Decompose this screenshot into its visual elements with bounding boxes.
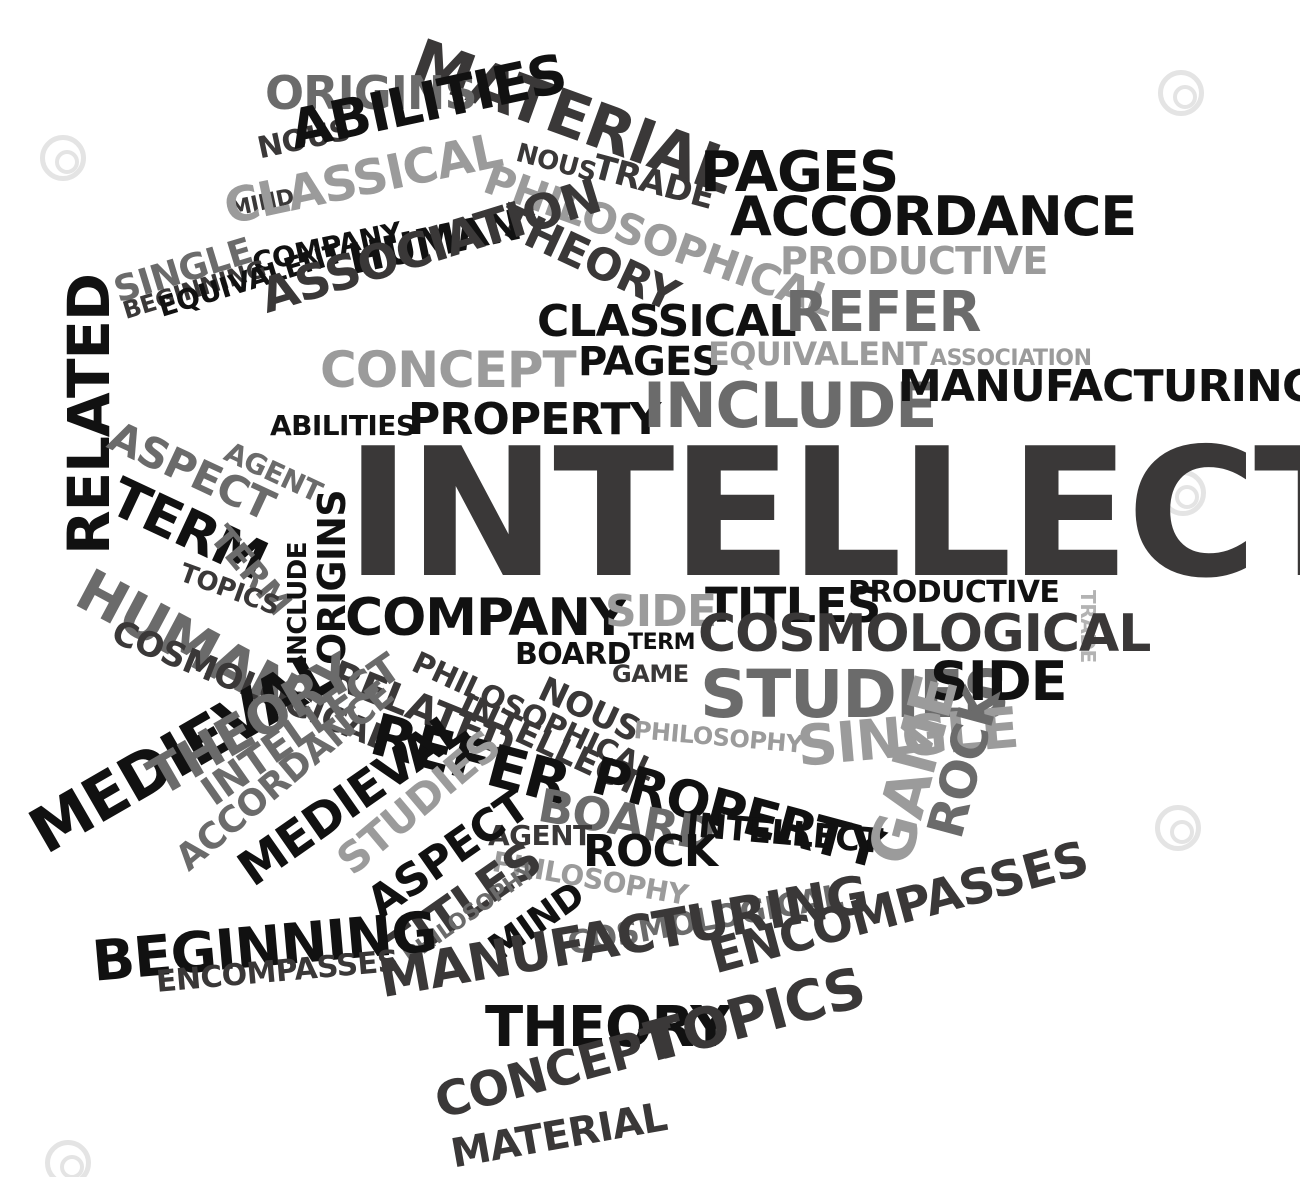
word-cosmological-1: COSMOLOGICAL <box>698 604 1151 664</box>
word-include-1: INCLUDE <box>643 369 937 442</box>
word-agent-2: AGENT <box>488 819 592 852</box>
word-title: INTELLECT <box>345 410 1300 617</box>
word-classical-2: CLASSICAL <box>537 296 797 347</box>
word-rock-1: ROCK <box>583 826 718 877</box>
word-association-2: ASSOCIATION <box>930 346 1092 371</box>
watermark-icon <box>1155 805 1201 851</box>
word-term-3: TERM <box>628 630 696 655</box>
word-topics-2: TOPICS <box>638 955 872 1076</box>
word-company-2: COMPANY <box>345 588 628 648</box>
word-pages-2: PAGES <box>578 339 720 385</box>
word-side-1: SIDE <box>605 586 717 637</box>
watermark-icon <box>1160 470 1206 516</box>
word-origins-1: ORIGINS <box>265 66 478 120</box>
word-pages-1: PAGES <box>700 140 899 205</box>
word-side-2: SIDE <box>930 650 1067 713</box>
word-refer-1: REFER <box>785 280 982 345</box>
word-accordance-1: ACCORDANCE <box>730 185 1137 248</box>
watermark-icon <box>45 1140 91 1177</box>
word-productive-2: PRODUCTIVE <box>848 575 1060 610</box>
word-abilities-2: ABILITIES <box>270 409 416 442</box>
watermark-icon <box>40 135 86 181</box>
word-titles-1: TITLES <box>705 578 881 634</box>
word-concept-1: CONCEPT <box>320 341 577 399</box>
watermark-icon <box>1158 70 1204 116</box>
word-productive-1: PRODUCTIVE <box>780 239 1048 283</box>
word-property-1: PROPERTY <box>408 394 661 445</box>
word-board-1: BOARD <box>515 637 631 672</box>
word-equivalent-2: EQUIVALENT <box>708 335 927 373</box>
word-studies-1: STUDIES <box>700 656 1010 733</box>
word-theory-3: THEORY <box>485 995 731 1060</box>
word-game-1: GAME <box>612 660 689 688</box>
word-manufacturing-1: MANUFACTURING <box>898 361 1300 412</box>
